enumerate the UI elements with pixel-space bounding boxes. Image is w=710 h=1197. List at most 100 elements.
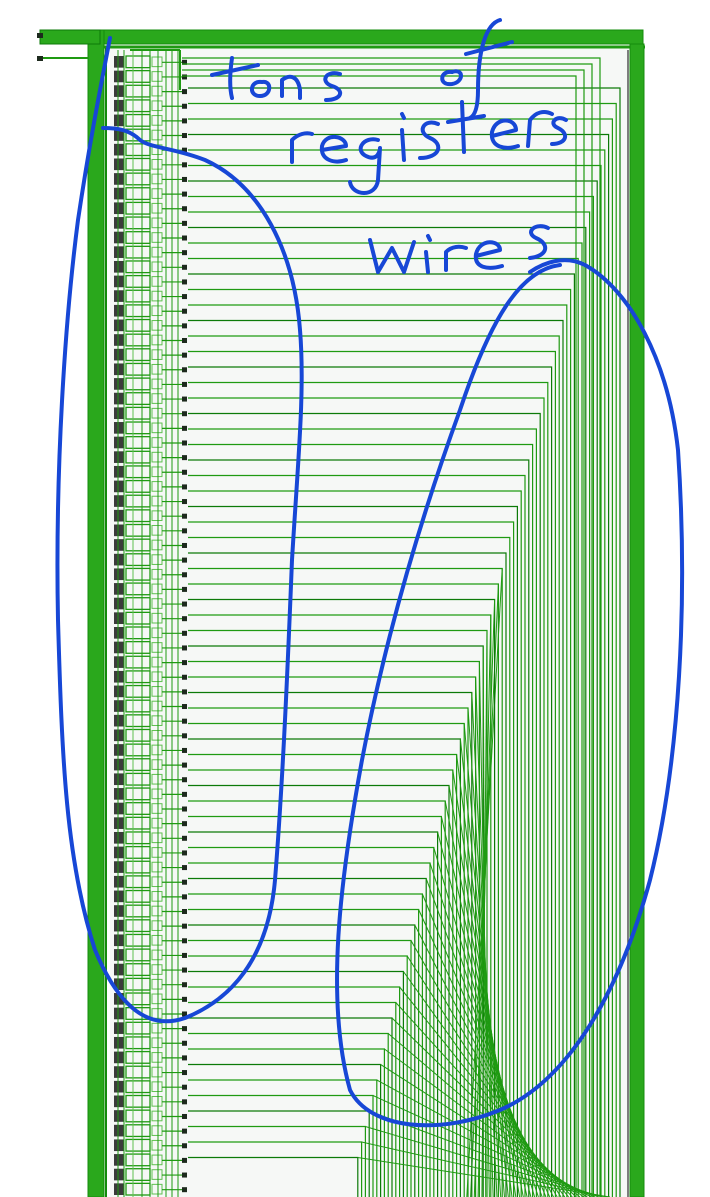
register-pin-strip xyxy=(114,700,124,712)
register-output-pin xyxy=(182,220,187,226)
signal-wire-fan xyxy=(440,816,528,1197)
register-output-pin xyxy=(182,938,187,944)
register-output-pin xyxy=(182,1055,187,1061)
register-output-pin xyxy=(182,1070,187,1076)
register-pin-strip xyxy=(114,905,124,917)
signal-wire xyxy=(188,288,572,1197)
register-output-pin xyxy=(182,1026,187,1032)
register-output-pin xyxy=(182,367,187,373)
register-output-pin xyxy=(182,323,187,329)
register-output-pin xyxy=(182,850,187,856)
register-pin-strip xyxy=(114,246,124,258)
register-output-pin xyxy=(182,440,187,446)
signal-wire xyxy=(188,443,534,1197)
register-pin-strip xyxy=(114,875,124,888)
register-pin-strip xyxy=(114,422,124,434)
register-pin-strip xyxy=(114,714,124,727)
signal-wire xyxy=(188,211,591,1197)
register-pin-strip xyxy=(114,56,124,68)
register-pin-strip xyxy=(114,685,124,698)
register-pin-strip xyxy=(114,919,124,932)
register-pin-strip xyxy=(114,378,124,390)
register-pin-strip xyxy=(114,831,124,844)
register-pin-strip xyxy=(114,436,124,449)
register-output-pin xyxy=(182,118,187,124)
register-pin-strip xyxy=(114,392,124,405)
register-pin-strip xyxy=(114,1051,124,1064)
register-pin-strip xyxy=(114,187,124,200)
signal-wire-fan xyxy=(376,1079,592,1197)
signal-wire xyxy=(188,412,541,1197)
register-pin-strip xyxy=(114,539,124,551)
register-pin-strip xyxy=(114,1007,124,1020)
register-pin-strip xyxy=(114,1022,124,1034)
register-pin-strip xyxy=(114,934,124,947)
register-pin-strip xyxy=(114,1095,124,1108)
signal-wire xyxy=(188,350,557,1197)
register-output-pin xyxy=(182,59,187,65)
register-output-pin xyxy=(182,455,187,461)
register-pin-strip xyxy=(114,641,124,654)
annotation-layer xyxy=(55,18,685,1128)
signal-wire-fan xyxy=(437,831,532,1197)
register-pin-strip xyxy=(114,173,124,185)
signal-wire-fan xyxy=(361,1141,607,1197)
register-output-pin xyxy=(182,791,187,797)
register-output-pin xyxy=(182,660,187,666)
register-pin-strip xyxy=(114,788,124,800)
register-pin-strip xyxy=(114,304,124,317)
schematic-panel xyxy=(110,48,635,1197)
register-output-pin xyxy=(182,704,187,710)
register-pin-strip xyxy=(114,861,124,873)
signal-wire xyxy=(188,459,530,1197)
signal-wire xyxy=(188,319,564,1197)
register-pin-strip xyxy=(114,465,124,478)
signal-wire xyxy=(188,273,576,1197)
signal-wire-fan xyxy=(365,1126,603,1197)
register-pin-strip xyxy=(114,758,124,771)
register-pin-strip xyxy=(114,817,124,829)
register-output-pin xyxy=(182,1084,187,1090)
register-output-pin xyxy=(182,542,187,548)
register-pin-strip xyxy=(114,290,124,302)
registers-loop xyxy=(55,36,304,1024)
register-pin-strip xyxy=(114,524,124,537)
register-pin-strip xyxy=(114,846,124,859)
register-pin-strip xyxy=(114,1139,124,1152)
register-output-pin xyxy=(182,308,187,314)
register-output-pin xyxy=(182,191,187,197)
signal-wire xyxy=(188,521,515,1197)
signal-wire xyxy=(188,490,522,1197)
register-pin-strip xyxy=(114,451,124,463)
register-pin-strip xyxy=(114,744,124,756)
register-output-pin xyxy=(182,1128,187,1134)
register-output-pin xyxy=(182,762,187,768)
register-pin-strip xyxy=(114,1154,124,1166)
register-output-pin xyxy=(182,733,187,739)
register-pin-strip xyxy=(114,85,124,97)
register-pin-strip xyxy=(114,1183,124,1195)
register-output-pin xyxy=(182,250,187,256)
register-pin-strip xyxy=(114,275,124,288)
signal-rail xyxy=(182,75,577,1197)
signal-wire-fan xyxy=(372,1095,596,1197)
register-pin-strip xyxy=(114,802,124,815)
register-pin-strip xyxy=(114,348,124,361)
signal-wire-fan xyxy=(414,924,554,1197)
register-output-pin xyxy=(182,1187,187,1193)
register-output-pin xyxy=(182,147,187,153)
left-bus xyxy=(87,29,105,1197)
signal-wire xyxy=(188,366,553,1197)
register-output-pin xyxy=(182,747,187,753)
register-output-pin xyxy=(182,674,187,680)
register-pin-strip xyxy=(114,129,124,141)
signal-wire-fan xyxy=(433,847,536,1197)
signal-wire-fan xyxy=(456,754,513,1197)
register-output-pin xyxy=(182,806,187,812)
register-pin-strip xyxy=(114,1124,124,1137)
register-pin-strip xyxy=(114,334,124,346)
register-output-pin xyxy=(182,777,187,783)
register-pin-strip xyxy=(114,1066,124,1078)
register-pin-strip xyxy=(114,627,124,639)
